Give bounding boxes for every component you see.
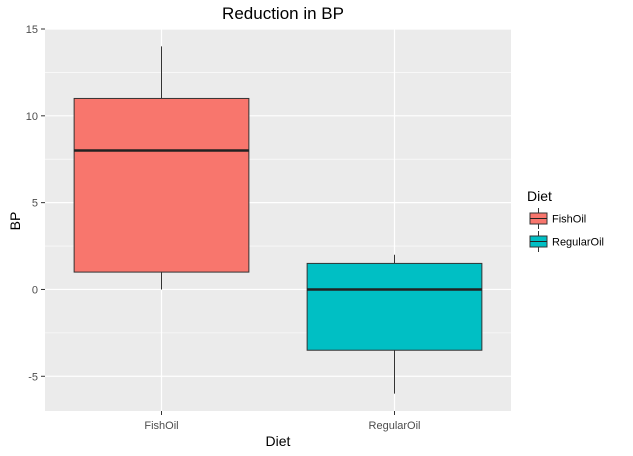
box-fishoil xyxy=(73,46,250,290)
x-axis-ticks: FishOil RegularOil xyxy=(144,411,420,432)
y-axis-ticks: -5 0 5 10 15 xyxy=(26,24,45,383)
boxes xyxy=(73,46,483,394)
y-tick-label: 10 xyxy=(26,111,38,123)
iqr-box xyxy=(306,262,483,351)
x-tick-label: RegularOil xyxy=(369,420,421,432)
legend-item-regularoil: RegularOil xyxy=(529,231,604,252)
legend-label: FishOil xyxy=(552,214,586,226)
x-tick-label: FishOil xyxy=(144,420,178,432)
y-axis-title: BP xyxy=(7,212,23,231)
box-regularoil xyxy=(306,254,483,394)
x-axis-title: Diet xyxy=(266,433,291,449)
legend-label: RegularOil xyxy=(552,237,604,249)
y-tick-label: 5 xyxy=(32,198,38,210)
legend: Diet FishOil RegularOil xyxy=(527,188,604,252)
legend-title: Diet xyxy=(527,188,552,204)
chart-title: Reduction in BP xyxy=(222,4,344,23)
y-tick-label: 0 xyxy=(32,284,38,296)
iqr-box xyxy=(73,97,250,273)
legend-item-fishoil: FishOil xyxy=(529,208,586,229)
y-tick-label: -5 xyxy=(28,371,38,383)
y-tick-label: 15 xyxy=(26,24,38,36)
